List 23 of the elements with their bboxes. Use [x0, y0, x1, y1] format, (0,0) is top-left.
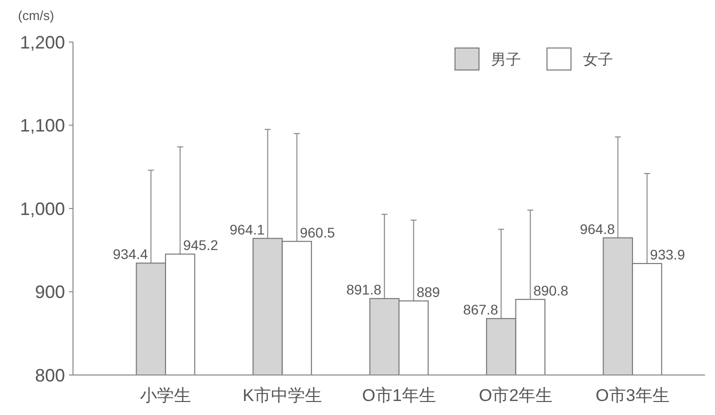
data-label: 889 — [416, 284, 440, 300]
y-tick-label: 1,100 — [20, 116, 65, 136]
y-tick-label: 900 — [34, 282, 65, 302]
data-label: 964.8 — [580, 220, 616, 237]
data-label: 890.8 — [533, 282, 569, 298]
data-label: 891.8 — [346, 282, 382, 298]
x-tick-label: O市2年生 — [478, 386, 553, 405]
x-tick-label: O市1年生 — [362, 386, 436, 405]
data-label: 945.2 — [183, 237, 218, 254]
data-label: 933.9 — [650, 246, 686, 263]
data-label: 964.1 — [230, 221, 265, 238]
x-tick-label: 小学生 — [140, 386, 192, 405]
legend-label: 女子 — [583, 51, 613, 68]
y-axis-title: (cm/s) — [18, 8, 54, 23]
y-tick-label: 800 — [34, 365, 65, 386]
data-label: 934.4 — [112, 246, 148, 262]
data-label: 867.8 — [463, 302, 498, 318]
data-label: 960.5 — [300, 224, 336, 240]
x-tick-label: K市中学生 — [242, 386, 322, 405]
x-tick-label: O市3年生 — [596, 386, 670, 405]
legend-label: 男子 — [491, 51, 521, 68]
y-tick-label: 1,200 — [20, 32, 65, 52]
y-tick-label: 1,000 — [20, 198, 65, 219]
